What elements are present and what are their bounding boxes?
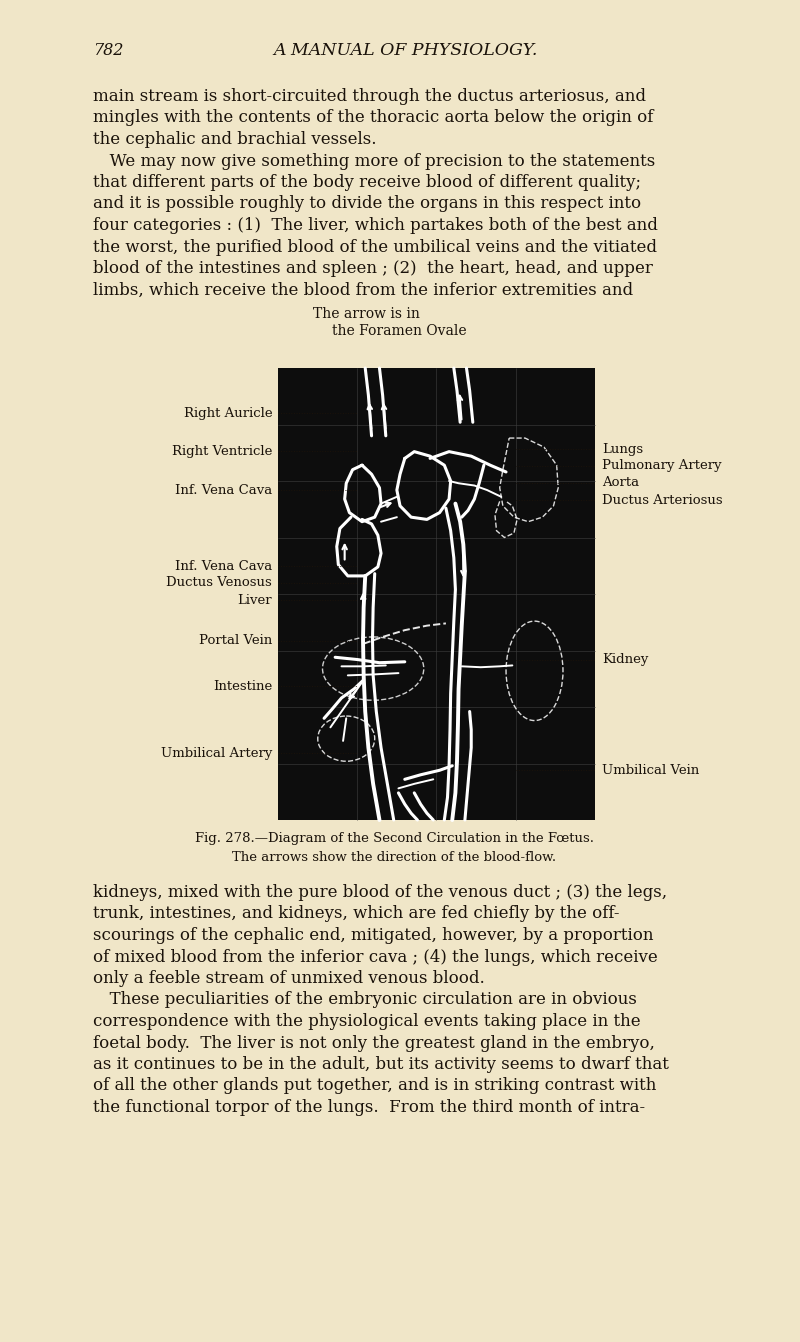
Text: These peculiarities of the embryonic circulation are in obvious: These peculiarities of the embryonic cir… [93, 992, 637, 1008]
Text: Umbilical Artery: Umbilical Artery [161, 746, 272, 760]
Text: Ductus Venosus: Ductus Venosus [166, 577, 272, 589]
Text: limbs, which receive the blood from the inferior extremities and: limbs, which receive the blood from the … [93, 282, 634, 298]
Text: four categories : (1)  The liver, which partakes both of the best and: four categories : (1) The liver, which p… [93, 217, 658, 234]
Text: Aorta: Aorta [602, 476, 639, 490]
Text: Inf. Vena Cava: Inf. Vena Cava [175, 483, 272, 497]
Text: The arrow is in: The arrow is in [313, 307, 420, 321]
Text: Portal Vein: Portal Vein [199, 635, 272, 647]
Text: scourings of the cephalic end, mitigated, however, by a proportion: scourings of the cephalic end, mitigated… [93, 927, 654, 943]
Text: kidneys, mixed with the pure blood of the venous duct ; (3) the legs,: kidneys, mixed with the pure blood of th… [93, 884, 667, 900]
Text: only a feeble stream of unmixed venous blood.: only a feeble stream of unmixed venous b… [93, 970, 485, 986]
Text: Right Ventricle: Right Ventricle [172, 444, 272, 458]
Text: Pulmonary Artery: Pulmonary Artery [602, 459, 722, 472]
Text: Umbilical Vein: Umbilical Vein [602, 764, 699, 777]
Text: and it is possible roughly to divide the organs in this respect into: and it is possible roughly to divide the… [93, 196, 642, 212]
Text: that different parts of the body receive blood of different quality;: that different parts of the body receive… [93, 174, 641, 191]
Text: We may now give something more of precision to the statements: We may now give something more of precis… [93, 153, 655, 169]
Text: as it continues to be in the adult, but its activity seems to dwarf that: as it continues to be in the adult, but … [93, 1056, 669, 1074]
Bar [278, 368, 594, 820]
Text: Right Auricle: Right Auricle [184, 407, 272, 420]
Text: of all the other glands put together, and is in striking contrast with: of all the other glands put together, an… [93, 1078, 657, 1095]
Text: correspondence with the physiological events taking place in the: correspondence with the physiological ev… [93, 1013, 641, 1031]
Text: The arrows show the direction of the blood-flow.: The arrows show the direction of the blo… [232, 851, 556, 864]
Text: Fig. 278.—Diagram of the Second Circulation in the Fœtus.: Fig. 278.—Diagram of the Second Circulat… [194, 832, 594, 845]
Text: Liver: Liver [238, 593, 272, 607]
Text: 782: 782 [93, 42, 123, 59]
Text: Inf. Vena Cava: Inf. Vena Cava [175, 560, 272, 573]
Text: Ductus Arteriosus: Ductus Arteriosus [602, 494, 722, 506]
Text: foetal body.  The liver is not only the greatest gland in the embryo,: foetal body. The liver is not only the g… [93, 1035, 655, 1052]
Text: mingles with the contents of the thoracic aorta below the origin of: mingles with the contents of the thoraci… [93, 110, 654, 126]
Text: main stream is short-circuited through the ductus arteriosus, and: main stream is short-circuited through t… [93, 89, 646, 105]
Text: the worst, the purified blood of the umbilical veins and the vitiated: the worst, the purified blood of the umb… [93, 239, 657, 255]
Text: Intestine: Intestine [213, 679, 272, 692]
Text: the Foramen Ovale: the Foramen Ovale [332, 323, 466, 338]
Text: the cephalic and brachial vessels.: the cephalic and brachial vessels. [93, 132, 377, 148]
Text: of mixed blood from the inferior cava ; (4) the lungs, which receive: of mixed blood from the inferior cava ; … [93, 949, 658, 965]
Text: Lungs: Lungs [602, 443, 643, 455]
Text: blood of the intestines and spleen ; (2)  the heart, head, and upper: blood of the intestines and spleen ; (2)… [93, 260, 653, 276]
Text: trunk, intestines, and kidneys, which are fed chiefly by the off-: trunk, intestines, and kidneys, which ar… [93, 906, 620, 922]
Text: A MANUAL OF PHYSIOLOGY.: A MANUAL OF PHYSIOLOGY. [274, 42, 538, 59]
Text: Kidney: Kidney [602, 654, 648, 667]
Text: the functional torpor of the lungs.  From the third month of intra-: the functional torpor of the lungs. From… [93, 1099, 646, 1117]
